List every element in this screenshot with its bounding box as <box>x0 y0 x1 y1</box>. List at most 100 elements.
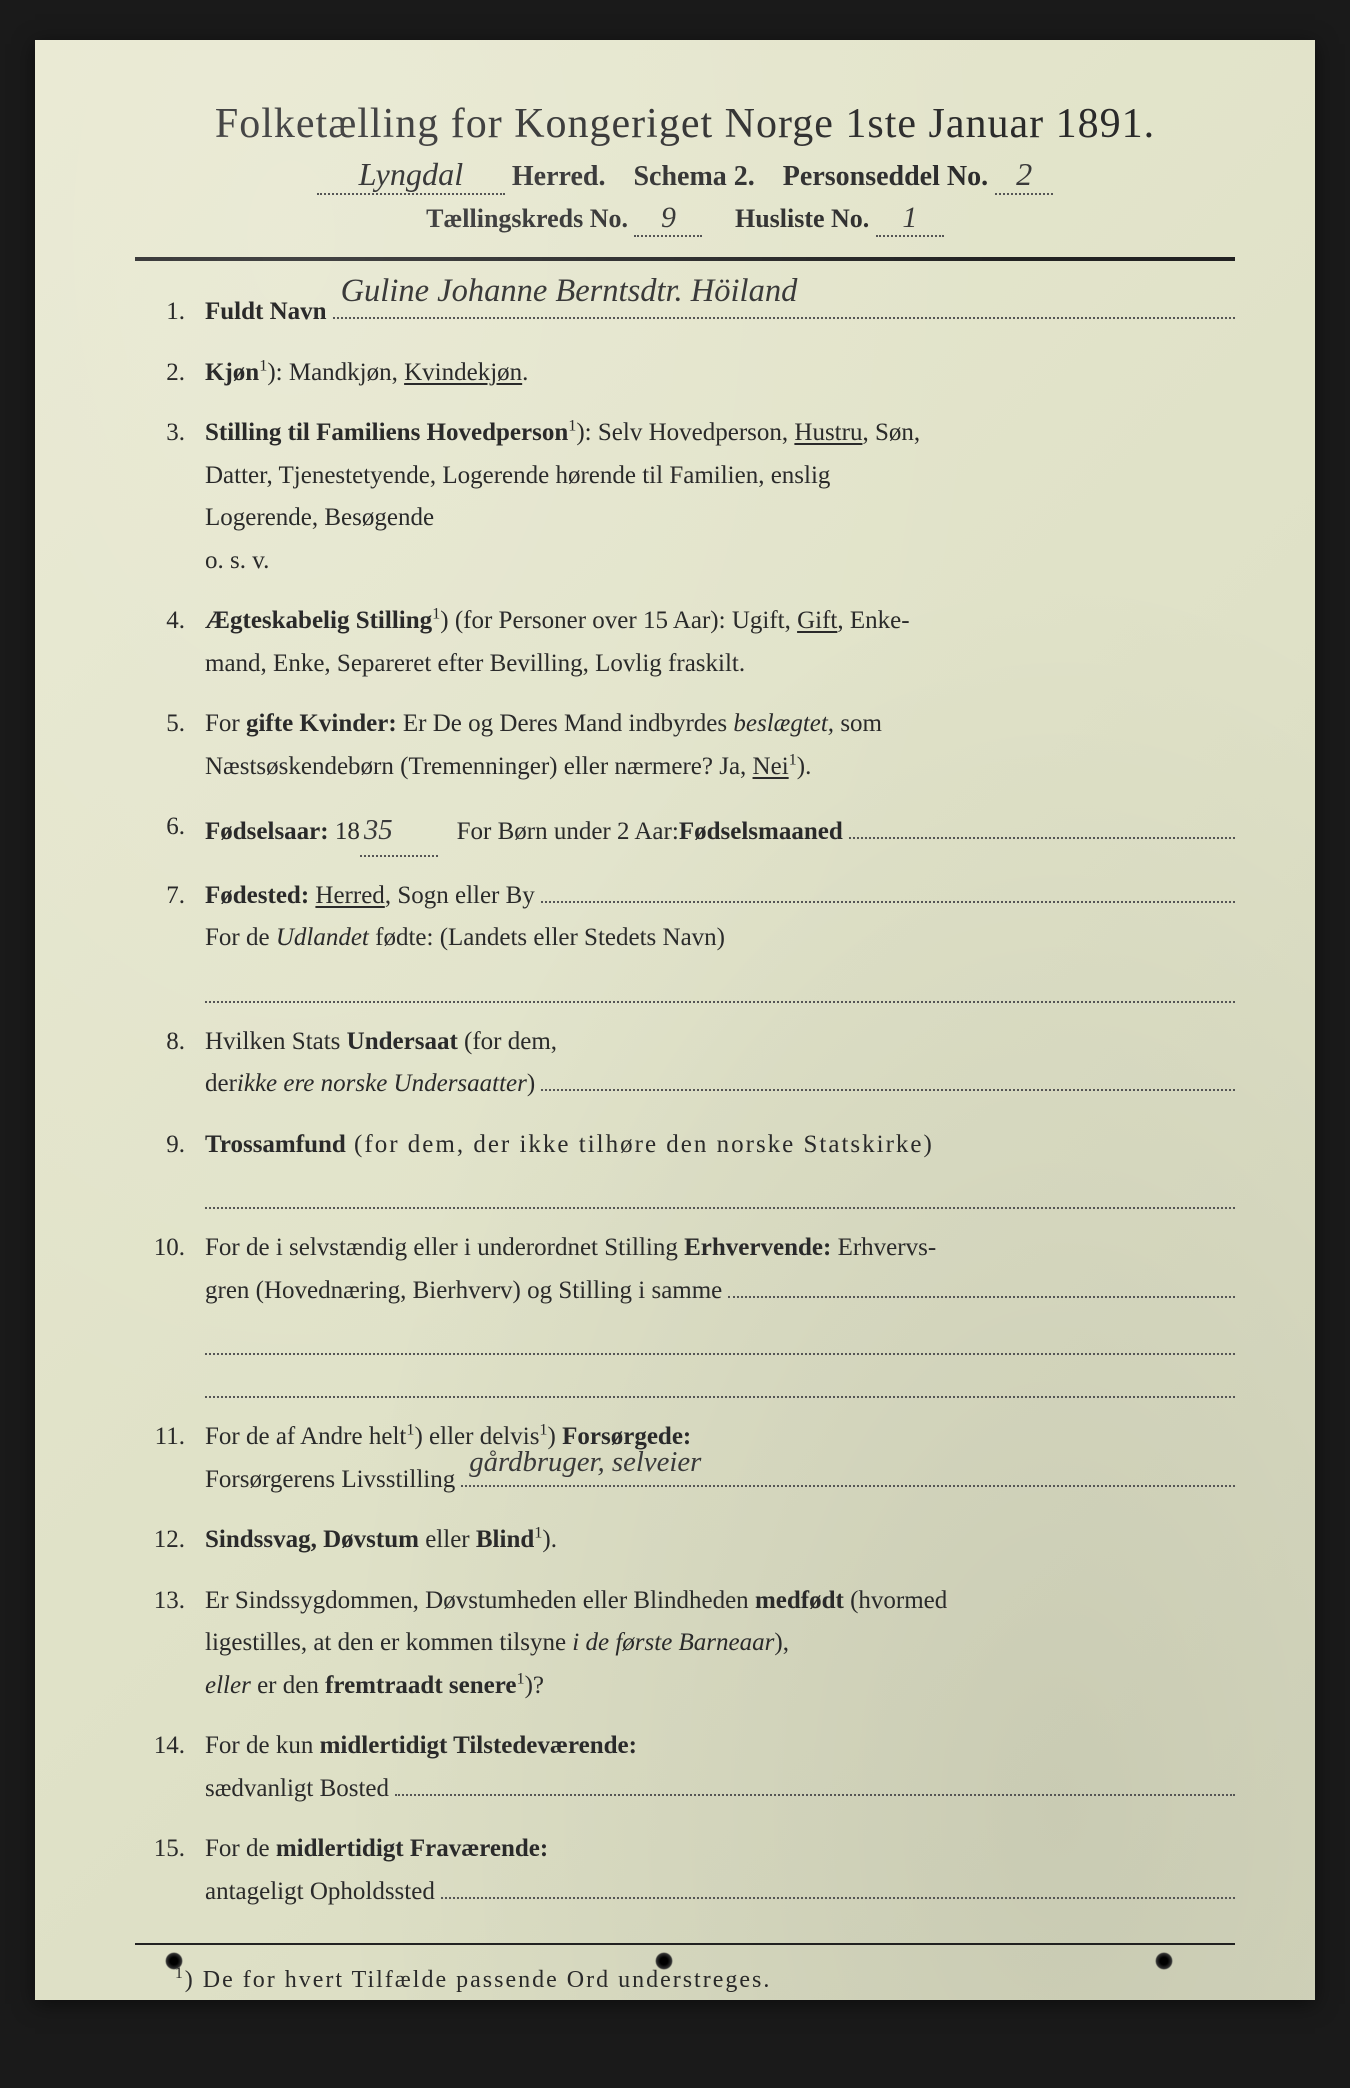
text: ) <box>527 1063 535 1106</box>
item-1-value: Guline Johanne Berntsdtr. Höiland <box>341 264 798 319</box>
item-14-label: midlertidigt Tilstedeværende: <box>320 1732 637 1759</box>
text: gren (Hovednæring, Bierhverv) og Stillin… <box>205 1270 722 1313</box>
item-6: 6. Fødselsaar: 1835 For Børn under 2 Aar… <box>135 806 1235 857</box>
text: ): Mandkjøn, <box>267 359 404 386</box>
text: Erhvervs- <box>831 1234 936 1261</box>
text: , Søn, <box>862 419 920 446</box>
item-num: 12. <box>135 1519 185 1562</box>
item-4-selected: Gift <box>797 607 837 634</box>
item-5-label: gifte Kvinder: <box>246 710 397 737</box>
text: For de af Andre helt <box>205 1423 406 1450</box>
item-8: 8. Hvilken Stats Undersaat (for dem, der… <box>135 1021 1235 1106</box>
footnote: 1) De for hvert Tilfælde passende Ord un… <box>135 1965 1235 1994</box>
text: er den <box>251 1672 325 1699</box>
text: Forsørgerens Livsstilling <box>205 1459 455 1502</box>
item-num: 15. <box>135 1828 185 1871</box>
text: Er De og Deres Mand indbyrdes <box>397 710 734 737</box>
text: (for dem, <box>458 1028 557 1055</box>
item-8-label: Undersaat <box>347 1028 458 1055</box>
top-rule <box>135 257 1235 261</box>
punch-hole-icon <box>655 1952 673 1970</box>
item-5: 5. For gifte Kvinder: Er De og Deres Man… <box>135 703 1235 788</box>
item-1-label: Fuldt Navn <box>205 291 327 334</box>
bottom-rule <box>135 1943 1235 1945</box>
text: Udlandet <box>276 924 369 951</box>
item-11: 11. For de af Andre helt1) eller delvis1… <box>135 1416 1235 1501</box>
text: . <box>522 359 528 386</box>
text: som <box>834 710 882 737</box>
text: For de i selvstændig eller i underordnet… <box>205 1234 684 1261</box>
item-num: 4. <box>135 600 185 643</box>
item-7-label: Fødested: <box>205 875 309 918</box>
item-15: 15. For de midlertidigt Fraværende: anta… <box>135 1828 1235 1913</box>
text: ikke ere norske Undersaatter <box>237 1063 527 1106</box>
item-11-value: gårdbruger, selveier <box>469 1438 701 1487</box>
text: mand, Enke, Separeret efter Bevilling, L… <box>205 650 745 677</box>
item-2-selected: Kvindekjøn <box>404 359 522 386</box>
item-num: 7. <box>135 875 185 918</box>
item-6-label2: Fødselsmaaned <box>679 811 843 854</box>
item-12-label: Sindssvag, Døvstum <box>205 1526 419 1553</box>
item-6-year: 35 <box>364 806 393 855</box>
item-13: 13. Er Sindssygdommen, Døvstumheden elle… <box>135 1580 1235 1708</box>
herred-value: Lyngdal <box>359 156 464 193</box>
footnote-text: ) De for hvert Tilfælde passende Ord und… <box>185 1967 772 1993</box>
personseddel-no: 2 <box>1016 156 1032 193</box>
item-9-label: Trossamfund <box>205 1131 346 1158</box>
personseddel-label: Personseddel No. <box>783 161 988 192</box>
item-num: 11. <box>135 1416 185 1459</box>
kreds-no: 9 <box>661 201 676 235</box>
sup: 1 <box>539 1421 547 1439</box>
text: ). <box>797 753 812 780</box>
text: , Enke- <box>837 607 909 634</box>
item-12: 12. Sindssvag, Døvstum eller Blind1). <box>135 1519 1235 1562</box>
item-10: 10. For de i selvstændig eller i underor… <box>135 1227 1235 1398</box>
census-form-page: Folketælling for Kongeriget Norge 1ste J… <box>35 40 1315 2000</box>
text: (for dem, der ikke tilhøre den norske St… <box>346 1131 934 1158</box>
item-num: 14. <box>135 1725 185 1768</box>
text: Er Sindssygdommen, Døvstumheden eller Bl… <box>205 1587 755 1614</box>
item-3-label: Stilling til Familiens Hovedperson <box>205 419 568 446</box>
item-4-label: Ægteskabelig Stilling <box>205 607 432 634</box>
text: (hvormed <box>844 1587 947 1614</box>
year-prefix: 18 <box>335 811 360 854</box>
item-num: 6. <box>135 806 185 849</box>
text: antageligt Opholdssted <box>205 1871 435 1914</box>
text: fremtraadt senere <box>325 1672 516 1699</box>
item-num: 8. <box>135 1021 185 1064</box>
kreds-label: Tællingskreds No. <box>426 204 628 233</box>
item-7-selected: Herred <box>315 875 384 918</box>
item-12-label2: Blind <box>476 1526 534 1553</box>
item-num: 3. <box>135 412 185 455</box>
text: i de første Barneaar <box>572 1629 774 1656</box>
item-1: 1. Fuldt Navn Guline Johanne Berntsdtr. … <box>135 291 1235 334</box>
item-num: 2. <box>135 352 185 395</box>
item-3: 3. Stilling til Familiens Hovedperson1):… <box>135 412 1235 582</box>
schema-label: Schema 2. <box>633 161 754 192</box>
item-num: 9. <box>135 1124 185 1167</box>
header-line-2: Tællingskreds No. 9 Husliste No. 1 <box>135 201 1235 237</box>
item-9: 9. Trossamfund (for dem, der ikke tilhør… <box>135 1124 1235 1210</box>
item-14: 14. For de kun midlertidigt Tilstedevære… <box>135 1725 1235 1810</box>
item-num: 5. <box>135 703 185 746</box>
text: Næstsøskendebørn (Tremenninger) eller næ… <box>205 753 753 780</box>
herred-label: Herred. <box>512 161 606 192</box>
text: ). <box>542 1526 557 1553</box>
text: beslægtet, <box>733 710 834 737</box>
item-num: 1. <box>135 291 185 334</box>
item-6-label: Fødselsaar: <box>205 811 329 854</box>
item-10-label: Erhvervende: <box>684 1234 831 1261</box>
husliste-label: Husliste No. <box>735 204 869 233</box>
item-2: 2. Kjøn1): Mandkjøn, Kvindekjøn. <box>135 352 1235 395</box>
header-line-1: Lyngdal Herred. Schema 2. Personseddel N… <box>135 156 1235 195</box>
text: For de <box>205 1835 276 1862</box>
form-items: 1. Fuldt Navn Guline Johanne Berntsdtr. … <box>135 291 1235 1913</box>
sup: 1 <box>516 1670 524 1688</box>
text: ligestilles, at den er kommen tilsyne <box>205 1629 572 1656</box>
text: ) (for Personer over 15 Aar): Ugift, <box>440 607 797 634</box>
item-13-label: medfødt <box>755 1587 844 1614</box>
punch-hole-icon <box>1155 1952 1173 1970</box>
sup: 1 <box>789 750 797 768</box>
text: For Børn under 2 Aar: <box>457 811 679 854</box>
item-5-selected: Nei <box>753 753 789 780</box>
